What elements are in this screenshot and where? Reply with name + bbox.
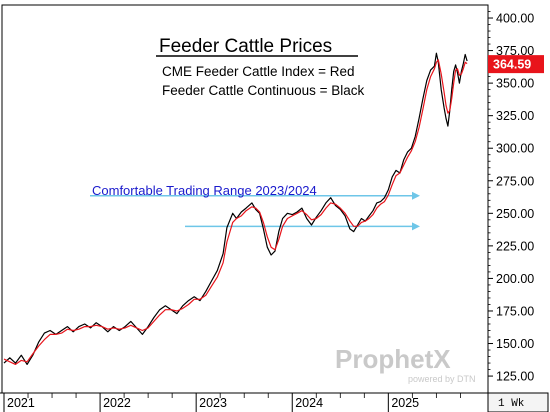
range-arrowhead — [412, 191, 420, 200]
y-tick-label: 175.00 — [496, 304, 534, 318]
watermark-tagline: powered by DTN — [408, 374, 476, 384]
x-tick-label: 2024 — [295, 396, 323, 410]
last-price-tag — [488, 55, 544, 74]
x-tick-label: 2021 — [7, 396, 35, 410]
chart-title: Feeder Cattle Prices — [159, 36, 332, 57]
series-line-index — [3, 59, 468, 365]
range-annotation: Comfortable Trading Range 2023/2024 — [92, 183, 317, 198]
x-tick-label: 2025 — [391, 396, 419, 410]
range-arrowhead — [412, 222, 420, 231]
period-label: 1 Wk — [498, 398, 525, 410]
y-tick-label: 375.00 — [496, 44, 534, 58]
y-tick-label: 200.00 — [496, 272, 534, 286]
legend-text: Feeder Cattle Continuous = Black — [162, 83, 364, 98]
y-tick-label: 275.00 — [496, 174, 534, 188]
y-tick-label: 300.00 — [496, 142, 534, 156]
y-tick-label: 125.00 — [496, 370, 534, 384]
x-tick-label: 2022 — [103, 396, 131, 410]
watermark-logo: ProphetX — [335, 344, 451, 374]
y-tick-label: 150.00 — [496, 337, 534, 351]
last-price-label: 364.59 — [493, 58, 531, 72]
y-tick-label: 400.00 — [496, 12, 534, 26]
y-tick-label: 250.00 — [496, 207, 534, 221]
series-line-continuous — [3, 52, 468, 365]
period-box[interactable] — [487, 392, 549, 412]
y-tick-label: 350.00 — [496, 77, 534, 91]
legend-text: CME Feeder Cattle Index = Red — [162, 64, 354, 79]
y-tick-label: 225.00 — [496, 239, 534, 253]
x-tick-label: 2023 — [199, 396, 227, 410]
y-tick-label: 325.00 — [496, 109, 534, 123]
